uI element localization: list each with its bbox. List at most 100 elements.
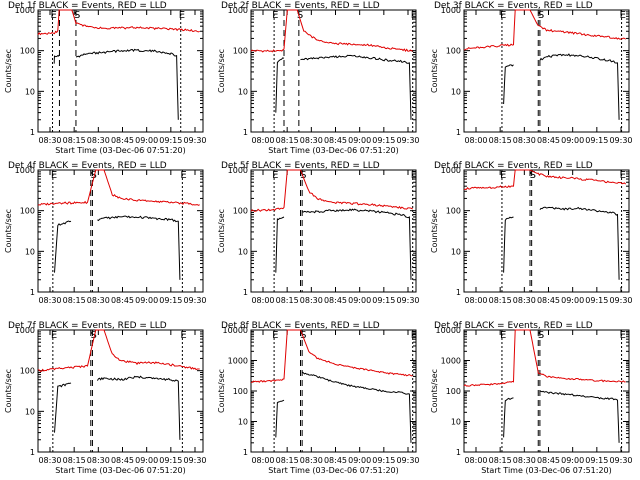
panel-3: Det 3f BLACK = Events, RED = LLD 1 10 100 10… [430,1,633,145]
x-tick-label: 08:30 [513,296,536,305]
x-tick-label: 08:15 [276,456,299,465]
events-series-line [53,54,60,64]
x-tick-label: 08:30 [513,456,536,465]
x-tick-label: 09:00 [561,296,584,305]
x-tick-label: 09:15 [159,456,182,465]
x-tick-label: 09:30 [183,136,206,145]
x-tick-label: 09:30 [609,136,632,145]
x-tick-label: 08:15 [489,136,512,145]
y-tick-label: 1 [456,288,461,297]
x-tick-label: 08:45 [111,296,134,305]
panel-1: Det 1f BLACK = Events, RED = LLD 1 10 100 10… [4,1,207,155]
y-tick-label: 100 [446,387,461,396]
x-tick-label: 09:15 [159,296,182,305]
y-tick-label: 1 [243,288,248,297]
y-tick-label: 100 [20,47,35,56]
events-series-line [275,57,285,113]
x-tick-label: 08:30 [300,456,323,465]
panel-8: Det 8f BLACK = Events, RED = LLD 1 10 100 10… [217,321,420,475]
y-tick-label: 100 [20,207,35,216]
panel-title: Det 8f BLACK = Events, RED = LLD [221,321,380,331]
x-tick-label: 08:30 [87,296,110,305]
y-axis-label: Counts/sec [4,49,13,93]
lld-series-line [463,9,627,51]
y-tick-label: 1 [30,448,35,457]
events-series-line [97,215,181,280]
x-tick-label: 08:45 [324,456,347,465]
x-tick-label: 09:00 [348,296,371,305]
events-series-line [539,206,620,280]
lld-series-line [463,169,627,190]
x-tick-label: 08:15 [63,296,86,305]
x-tick-label: 09:30 [609,456,632,465]
x-tick-label: 09:15 [585,136,608,145]
x-tick-label: 08:15 [489,456,512,465]
y-tick-label: 10 [25,247,35,256]
y-tick-label: 1 [243,128,248,137]
x-tick-label: 09:00 [135,456,158,465]
y-tick-label: 1000 [15,326,35,335]
x-tick-label: 09:15 [585,456,608,465]
x-tick-label: 08:30 [87,136,110,145]
event-marker-letter: E [620,330,626,341]
x-tick-label: 08:45 [537,136,560,145]
panel-title: Det 9f BLACK = Events, RED = LLD [434,321,593,331]
y-tick-label: 100 [233,207,248,216]
lld-series-line [37,169,200,206]
event-marker-letter: E [272,170,278,181]
y-tick-label: 10 [451,87,461,96]
x-tick-label: 08:30 [38,296,61,305]
x-tick-label: 08:00 [251,296,274,305]
y-axis-label: Counts/sec [430,49,439,93]
events-series-line [503,64,514,105]
x-tick-label: 08:00 [464,456,487,465]
y-tick-label: 1000 [228,6,248,15]
events-series-line [75,48,179,120]
event-marker-letter: S [90,170,96,181]
events-series-line [96,375,181,440]
x-axis-label: Start Time (03-Dec-06 07:51:20) [268,146,399,155]
y-axis-label: Counts/sec [217,209,226,253]
x-tick-label: 08:00 [251,136,274,145]
event-marker-letter: E [51,10,57,21]
x-tick-label: 09:00 [135,136,158,145]
lld-series-line [250,9,413,53]
y-tick-label: 1 [30,288,35,297]
lld-series-line [37,9,200,36]
y-tick-label: 10 [238,418,248,427]
events-series-line [301,208,412,280]
x-tick-label: 09:00 [348,136,371,145]
x-tick-label: 08:15 [276,136,299,145]
x-axis-label: Start Time (03-Dec-06 07:51:20) [55,466,186,475]
plot-frame [37,329,204,453]
x-axis-label: Start Time (03-Dec-06 07:51:20) [55,146,186,155]
plot-frame [463,169,630,293]
event-marker-letter: S [538,330,544,341]
x-tick-label: 09:15 [372,296,395,305]
panel-7: Det 7f BLACK = Events, RED = LLD 1 10 100 10… [4,321,207,475]
event-marker-letter: S [300,330,306,341]
event-marker-letter: E [180,330,186,341]
panel-title: Det 4f BLACK = Events, RED = LLD [8,161,167,171]
plot-frame [37,169,204,293]
event-marker-letter: E [500,170,506,181]
x-tick-label: 09:30 [396,456,419,465]
panel-title: Det 7f BLACK = Events, RED = LLD [8,321,167,331]
event-marker-letter: S [538,10,544,21]
x-tick-label: 08:45 [537,296,560,305]
y-tick-label: 1000 [441,357,461,366]
y-tick-label: 1000 [441,166,461,175]
y-tick-label: 100 [20,367,35,376]
x-tick-label: 09:30 [183,296,206,305]
panel-2: Det 2f BLACK = Events, RED = LLD 1 10 100 10… [217,1,420,155]
y-tick-label: 1 [456,128,461,137]
event-marker-letter: E [411,170,417,181]
y-axis-label: Counts/sec [430,209,439,253]
event-marker-letter: S [90,330,96,341]
x-tick-label: 08:30 [38,456,61,465]
event-marker-letter: E [272,330,278,341]
lld-series-line [463,329,626,387]
events-series-line [539,390,620,443]
lld-series-line [251,329,413,383]
